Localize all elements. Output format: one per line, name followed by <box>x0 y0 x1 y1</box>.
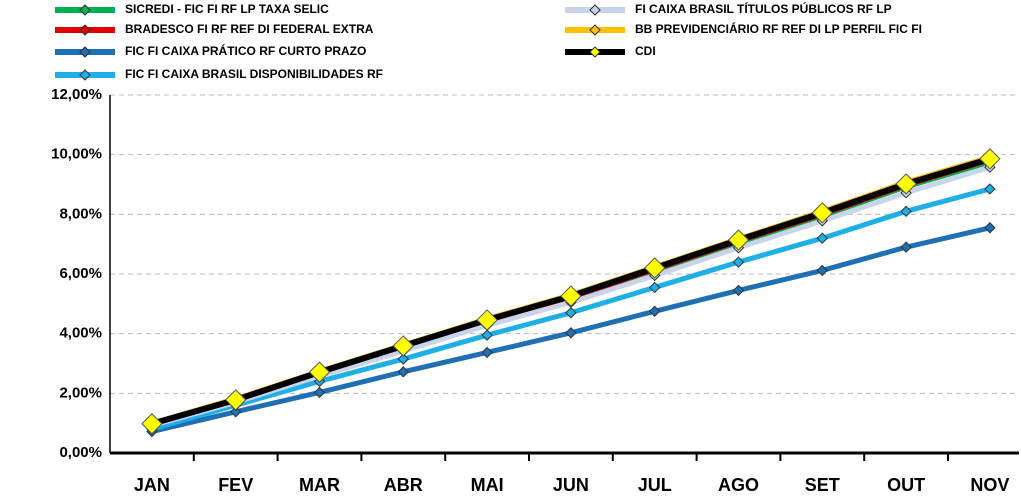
marker <box>397 366 410 378</box>
y-tick-label: 4,00% <box>59 325 102 342</box>
y-tick-label: 8,00% <box>59 205 102 222</box>
legend-label: FI CAIXA BRASIL TÍTULOS PÚBLICOS RF LP <box>635 1 892 16</box>
marker <box>984 183 996 195</box>
x-tick-label: FEV <box>218 475 253 495</box>
legend-marker <box>79 4 91 16</box>
marker <box>732 284 745 297</box>
marker <box>481 346 493 359</box>
marker <box>392 335 415 357</box>
y-tick-label: 10,00% <box>51 146 102 163</box>
marker <box>481 329 493 341</box>
x-tick-label: SET <box>805 475 840 495</box>
marker <box>648 281 661 294</box>
legend-marker <box>589 4 601 16</box>
x-tick-label: JUN <box>553 475 589 495</box>
marker <box>816 264 829 277</box>
marker <box>811 202 834 224</box>
legend-label: SICREDI - FIC FI RF LP TAXA SELIC <box>125 2 329 16</box>
legend-label: FIC FI CAIXA PRÁTICO RF CURTO PRAZO <box>125 43 366 58</box>
marker <box>816 232 829 244</box>
marker <box>141 413 163 435</box>
x-tick-label: NOV <box>970 475 1009 495</box>
y-tick-label: 2,00% <box>59 384 102 401</box>
marker <box>565 307 577 319</box>
x-tick-label: MAR <box>299 475 340 495</box>
marker <box>727 229 750 251</box>
legend-label: CDI <box>635 44 656 58</box>
legend-marker <box>79 69 91 81</box>
marker <box>979 148 1001 170</box>
marker <box>900 241 912 253</box>
legend-label: BRADESCO FI RF REF DI FEDERAL EXTRA <box>125 22 374 36</box>
marker <box>643 257 666 279</box>
marker <box>648 305 661 317</box>
marker <box>560 285 582 307</box>
y-tick-label: 0,00% <box>59 444 102 461</box>
y-tick-label: 6,00% <box>59 265 102 282</box>
legend-marker <box>589 24 601 36</box>
x-tick-label: AGO <box>718 475 759 495</box>
x-tick-label: JAN <box>134 475 170 495</box>
marker <box>397 353 410 365</box>
y-tick-label: 12,00% <box>51 86 102 103</box>
x-tick-label: MAI <box>471 475 504 495</box>
x-tick-label: OUT <box>887 475 925 495</box>
marker <box>229 406 242 418</box>
marker <box>984 222 996 234</box>
marker <box>565 327 577 339</box>
marker <box>308 361 331 383</box>
legend-marker <box>79 46 91 58</box>
legend-marker <box>79 24 91 36</box>
marker <box>313 386 326 399</box>
legend-label: BB PREVIDENCIÁRIO RF REF DI LP PERFIL FI… <box>635 21 922 36</box>
marker <box>900 205 912 218</box>
marker <box>732 256 745 268</box>
x-tick-label: JUL <box>638 475 672 495</box>
marker <box>895 173 917 195</box>
marker <box>224 389 247 411</box>
legend-label: FIC FI CAIXA BRASIL DISPONIBILIDADES RF <box>125 67 383 81</box>
x-tick-label: ABR <box>384 475 423 495</box>
marker <box>476 309 498 331</box>
legend-marker <box>589 46 601 58</box>
